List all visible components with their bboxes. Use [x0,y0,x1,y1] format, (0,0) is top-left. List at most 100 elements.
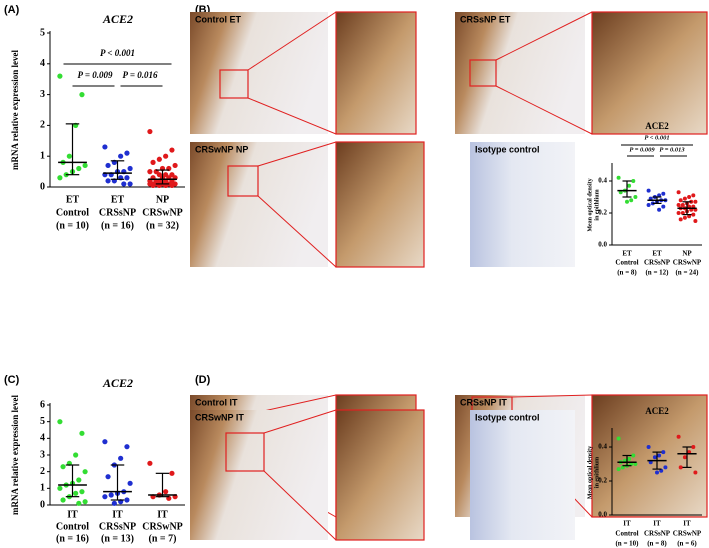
zoom-box [219,69,249,99]
data-point [76,477,82,483]
data-point [82,162,88,169]
zoom-frame [591,11,708,135]
y-axis-label: Mean optical density [587,178,593,231]
zoom-frame [335,11,417,135]
data-point [57,485,63,491]
y-tick-label: 0.0 [598,241,607,249]
x-tick-label: ET [652,250,662,258]
data-point [620,465,625,470]
data-point [676,211,681,215]
x-tick-label: (n = 8) [647,540,667,548]
data-point [57,175,63,181]
significance-label: P < 0.001 [644,134,669,141]
data-point [678,217,683,222]
zoom-frame [335,141,425,268]
zoom-image [592,395,707,517]
significance-label: P < 0.001 [100,48,135,58]
x-tick-label: (n = 10) [615,540,639,548]
data-point [124,175,130,181]
data-point [118,455,124,461]
data-point [163,489,169,495]
data-point [646,188,651,193]
zoom-image [336,410,424,540]
y-tick-label: 5 [40,416,45,427]
data-point [82,469,88,475]
x-tick-label: ET [66,194,80,205]
data-point [627,183,632,188]
data-point [663,465,668,470]
data-point [105,474,111,480]
zoom-frame [335,409,425,541]
data-point [693,219,698,223]
data-point [156,156,162,162]
data-point [693,470,698,475]
data-point [687,195,692,199]
image-caption: CRSsNP ET [460,14,511,24]
data-point [627,456,632,461]
data-point [676,203,681,207]
x-tick-label: IT [683,520,691,528]
data-point [633,195,638,199]
y-tick-label: 5 [40,27,45,38]
data-point [172,162,178,169]
zoom-image [592,12,707,134]
data-point [60,497,66,503]
data-point [680,203,685,207]
data-point [66,153,72,159]
data-point [691,212,696,217]
x-tick-label: IT [623,520,631,528]
y-axis-label: mRNA relative expression level [10,50,20,170]
data-point [682,455,687,460]
data-point [121,181,127,187]
data-point [102,494,108,500]
data-point [631,453,636,458]
x-tick-label: (n = 13) [101,533,134,544]
x-tick-label: ET [111,194,125,205]
data-point [661,191,666,196]
image-caption: CRSwNP NP [195,144,248,154]
significance-label: P = 0.009 [629,146,655,153]
data-point [150,159,156,165]
significance-label: P = 0.009 [77,70,113,80]
data-point [676,190,681,195]
data-point [629,198,634,203]
x-tick-label: IT [653,520,661,528]
data-point [169,182,175,189]
x-tick-label: CRSsNP [99,207,136,218]
histology-image [190,12,328,134]
image-caption: Isotype control [475,412,540,422]
significance-label: P = 0.013 [659,146,685,153]
zoom-image [336,142,424,267]
x-tick-label: CRSsNP [644,259,671,267]
data-point [693,199,698,204]
data-point [124,497,130,503]
zoom-line [495,11,593,61]
data-point [118,153,124,159]
x-tick-label: IT [67,509,78,520]
data-point [163,153,169,159]
x-tick-label: CRSwNP [142,521,183,532]
significance-label: P = 0.016 [122,70,158,80]
data-point [631,179,636,183]
data-point [616,436,621,441]
panel-label: (C) [4,374,20,386]
y-axis-label: in epithlium [594,189,600,220]
zoom-line [247,11,337,71]
y-tick-label: 4 [40,433,45,444]
data-point [79,92,85,98]
data-point [127,480,133,486]
data-point [111,500,117,506]
data-point [147,128,153,135]
data-point [73,452,79,458]
data-point [625,199,629,204]
histology-image [190,410,328,540]
image-caption: CRSsNP IT [460,397,507,407]
data-point [657,207,662,212]
x-tick-label: (n = 16) [101,220,134,231]
x-tick-label: ET [622,250,632,258]
zoom-frame [591,394,708,518]
chart-title: ACE2 [102,12,133,26]
data-point [127,165,133,172]
data-point [652,455,657,460]
